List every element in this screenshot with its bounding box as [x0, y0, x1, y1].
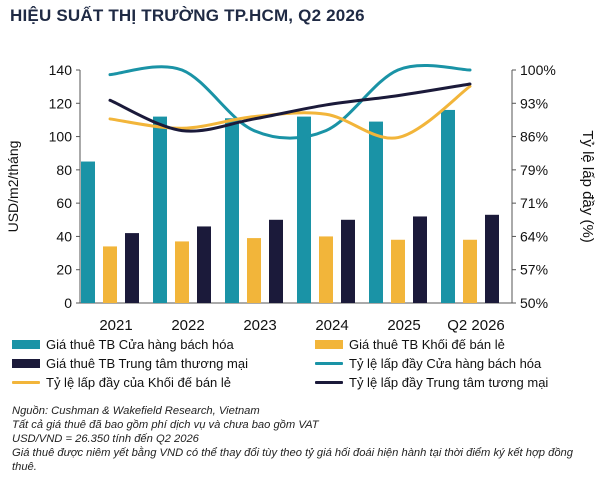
bar-series-0 — [369, 121, 383, 303]
y-tick-label: 40 — [56, 228, 72, 244]
y2-tick-label: 71% — [520, 195, 548, 211]
y-tick-label: 20 — [56, 262, 72, 278]
x-tick-label: 2021 — [99, 317, 132, 334]
y2-tick-label: 50% — [520, 295, 548, 311]
bar-series-1 — [103, 246, 117, 303]
note-vnd: Giá thuê được niêm yết bằng VND có thể t… — [12, 447, 573, 473]
y2-axis-label: Tỷ lệ lấp đầy (%) — [579, 130, 596, 243]
bar-series-2 — [413, 216, 427, 303]
bar-series-0 — [81, 161, 95, 303]
x-tick-label: Q2 2026 — [447, 317, 505, 334]
bar-series-2 — [269, 219, 283, 303]
legend-label: Tỷ lệ lấp đầy của Khối đế bán lẻ — [46, 375, 232, 390]
y2-tick-label: 64% — [520, 228, 548, 244]
legend-swatch — [12, 359, 40, 368]
notes: Nguồn: Cushman & Wakefield Research, Vie… — [12, 404, 597, 474]
legend-label: Giá thuê TB Khối đế bán lẻ — [349, 337, 505, 352]
bar-series-0 — [441, 109, 455, 303]
y2-tick-label: 79% — [520, 162, 548, 178]
legend-item-bar-1: Giá thuê TB Khối đế bán lẻ — [315, 337, 505, 352]
y2-tick-label: 100% — [520, 62, 556, 78]
y-tick-label: 120 — [49, 95, 73, 111]
line-series-0 — [108, 64, 472, 140]
line-series-2 — [108, 82, 472, 133]
y-tick-label: 0 — [64, 295, 72, 311]
x-tick-label: 2024 — [315, 317, 348, 334]
chart-svg: 0 20 40 60 80 100 120 140 50% 57% 64% 71% 79% 86% 93% 1… — [5, 62, 596, 334]
y2-tick-label: 93% — [520, 95, 548, 111]
bar-series-0 — [225, 118, 239, 303]
bar-series-2 — [125, 233, 139, 303]
y-axis-label: USD/m2/tháng — [5, 141, 21, 233]
chart-title: HIỆU SUẤT THỊ TRƯỜNG TP.HCM, Q2 2026 — [10, 6, 365, 25]
legend-item-line-1: Tỷ lệ lấp đầy của Khối đế bán lẻ — [12, 375, 231, 390]
bar-series-1 — [247, 238, 261, 303]
y-tick-label: 80 — [56, 162, 72, 178]
bar-series-2 — [341, 219, 355, 303]
legend-label: Giá thuê TB Trung tâm thương mại — [46, 356, 248, 371]
bar-series-2 — [197, 226, 211, 303]
line-series-1 — [108, 84, 472, 140]
y2-tick-label: 57% — [520, 262, 548, 278]
legend-label: Tỷ lệ lấp đầy Cửa hàng bách hóa — [349, 356, 542, 371]
y-tick-label: 140 — [49, 62, 73, 78]
bar-series-1 — [175, 241, 189, 303]
note-vat: Tất cả giá thuê đã bao gồm phí dịch vụ v… — [12, 419, 319, 431]
note-fx: USD/VND = 26.350 tính đến Q2 2026 — [12, 433, 199, 445]
note-source: Nguồn: Cushman & Wakefield Research, Vie… — [12, 405, 260, 417]
x-tick-label: 2025 — [387, 317, 420, 334]
legend-item-line-2: Tỷ lệ lấp đầy Trung tâm tương mại — [315, 375, 548, 390]
legend-item-bar-0: Giá thuê TB Cửa hàng bách hóa — [12, 337, 234, 352]
y2-tick-label: 86% — [520, 129, 548, 145]
bar-series-1 — [319, 236, 333, 303]
legend-swatch — [315, 381, 343, 384]
x-tick-label: 2023 — [243, 317, 276, 334]
legend-label: Giá thuê TB Cửa hàng bách hóa — [46, 337, 234, 352]
bar-series-0 — [153, 116, 167, 303]
legend-swatch — [12, 381, 40, 384]
legend-item-line-0: Tỷ lệ lấp đầy Cửa hàng bách hóa — [315, 356, 541, 371]
bar-series-2 — [485, 214, 499, 303]
legend-swatch — [12, 340, 40, 349]
legend-label: Tỷ lệ lấp đầy Trung tâm tương mại — [349, 375, 549, 390]
legend-swatch — [315, 340, 343, 349]
y-tick-label: 100 — [49, 129, 73, 145]
legend-swatch — [315, 362, 343, 365]
bar-series-1 — [391, 239, 405, 303]
bar-series-1 — [463, 239, 477, 303]
x-tick-label: 2022 — [171, 317, 204, 334]
y-tick-label: 60 — [56, 195, 72, 211]
bar-series-0 — [297, 116, 311, 303]
legend-item-bar-2: Giá thuê TB Trung tâm thương mại — [12, 356, 248, 371]
